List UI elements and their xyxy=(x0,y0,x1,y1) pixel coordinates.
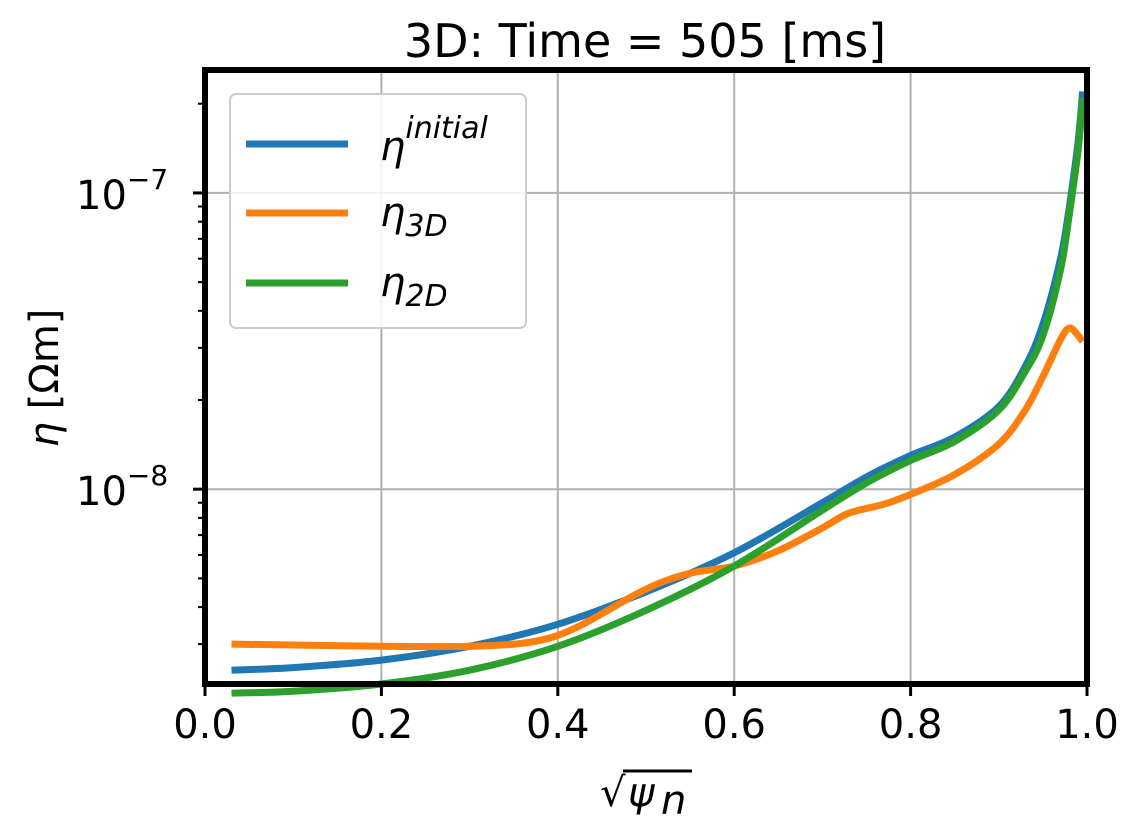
legend-subscript-2d: 2D xyxy=(405,279,447,314)
y-tick-label-exponent: −7 xyxy=(127,163,168,196)
y-tick-label: 10−8 xyxy=(76,459,168,515)
y-tick-label: 10−7 xyxy=(76,163,168,219)
y-axis-label-symbol: η xyxy=(22,422,68,447)
x-tick-label: 0.6 xyxy=(702,702,766,748)
x-axis-ticks: 0.0 0.2 0.4 0.6 0.8 1.0 xyxy=(173,684,1119,748)
y-tick-label-base: 10 xyxy=(76,469,127,515)
legend: ηinitial η3D η2D xyxy=(229,93,527,329)
legend-label-3d: η3D xyxy=(380,190,448,244)
legend-symbol-3d: η xyxy=(380,190,405,236)
x-tick-label: 1.0 xyxy=(1055,702,1119,748)
legend-entry-3d: η3D xyxy=(246,190,448,244)
y-tick-label-base: 10 xyxy=(76,173,127,219)
x-tick-label: 0.0 xyxy=(173,702,237,748)
chart-title: 3D: Time = 505 [ms] xyxy=(404,14,886,68)
legend-box xyxy=(229,93,527,329)
plot-frame xyxy=(202,67,1090,687)
series-layer xyxy=(231,91,1087,697)
legend-entry-2d: η2D xyxy=(246,260,448,314)
y-tick-label-exponent: −8 xyxy=(127,459,168,492)
series-line-3d xyxy=(231,324,1086,651)
x-axis-label-radical: √ xyxy=(600,770,626,816)
legend-entry-initial: ηinitial xyxy=(246,111,489,170)
legend-subscript-3d: 3D xyxy=(405,209,447,244)
series-line-2d xyxy=(231,97,1087,697)
x-axis-label-subscript: n xyxy=(661,778,686,824)
x-tick-label: 0.4 xyxy=(526,702,590,748)
y-axis-label-unit: [Ωm] xyxy=(22,309,68,410)
x-axis-label: √ ψ n xyxy=(600,769,692,824)
legend-symbol-initial: η xyxy=(380,124,405,170)
legend-symbol-2d: η xyxy=(380,260,405,306)
legend-label-2d: η2D xyxy=(380,260,448,314)
legend-label-initial: ηinitial xyxy=(380,111,489,170)
legend-superscript-initial: initial xyxy=(405,111,488,146)
y-axis-ticks: 10−710−8 xyxy=(76,163,205,515)
x-tick-label: 0.2 xyxy=(350,702,414,748)
x-tick-label: 0.8 xyxy=(879,702,943,748)
y-axis-label: η [Ωm] xyxy=(22,309,68,448)
x-axis-label-symbol: ψ xyxy=(628,770,656,816)
